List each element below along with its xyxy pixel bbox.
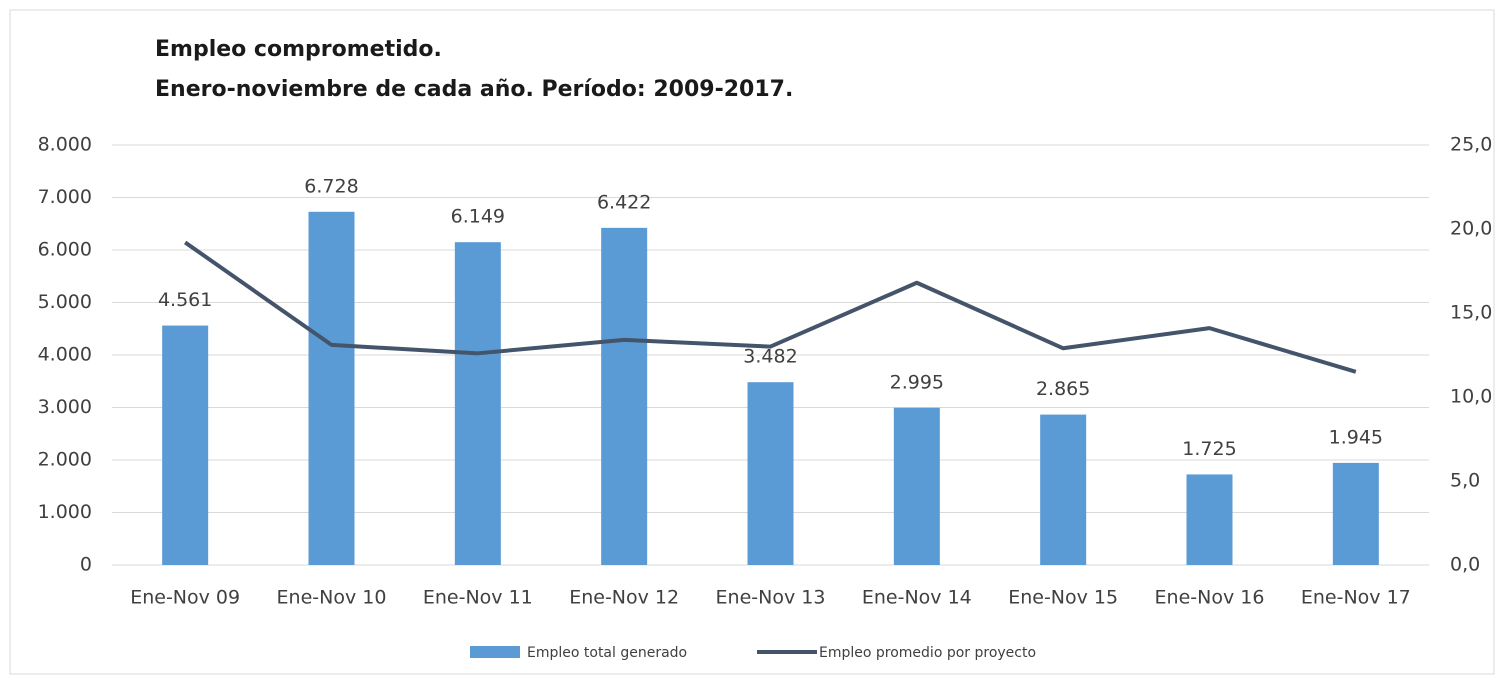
line	[184, 240, 1357, 374]
y2-tick-label: 10,0	[1450, 386, 1492, 408]
x-tick-label: Ene-Nov 09	[130, 587, 240, 609]
x-tick-label: Ene-Nov 13	[716, 587, 826, 609]
y-tick-label: 8.000	[38, 134, 92, 156]
chart-border	[9, 9, 1495, 675]
y-tick-label: 5.000	[38, 291, 92, 313]
data-label: 6.728	[304, 175, 358, 197]
x-tick-label: Ene-Nov 10	[277, 587, 387, 609]
chart-title: Empleo comprometido.	[155, 37, 442, 62]
bar	[747, 382, 794, 565]
legend-swatch	[470, 646, 520, 658]
data-label: 1.945	[1329, 426, 1383, 448]
y-tick-label: 7.000	[38, 186, 92, 208]
y2-tick-label: 5,0	[1450, 470, 1480, 492]
data-label: 3.482	[743, 346, 797, 368]
bar	[1332, 462, 1379, 565]
x-tick-label: Ene-Nov 17	[1301, 587, 1411, 609]
legend-label: Empleo promedio por proyecto	[819, 645, 1036, 661]
x-tick-label: Ene-Nov 11	[423, 587, 533, 609]
y2-tick-label: 20,0	[1450, 218, 1492, 240]
x-tick-label: Ene-Nov 14	[862, 587, 972, 609]
data-label: 4.561	[158, 289, 212, 311]
data-label: 2.995	[890, 371, 944, 393]
bar	[162, 325, 209, 565]
legend-label: Empleo total generado	[527, 645, 687, 661]
data-label: 6.149	[451, 206, 505, 228]
bar	[601, 227, 648, 565]
x-tick-label: Ene-Nov 12	[569, 587, 679, 609]
x-tick-label: Ene-Nov 15	[1008, 587, 1118, 609]
data-label: 6.422	[597, 191, 651, 213]
bar	[308, 211, 355, 565]
bar	[454, 242, 501, 566]
data-label: 2.865	[1036, 378, 1090, 400]
y-tick-label: 1.000	[38, 501, 92, 523]
y-tick-label: 2.000	[38, 449, 92, 471]
x-tick-label: Ene-Nov 16	[1155, 587, 1265, 609]
bar	[893, 407, 940, 565]
y-tick-label: 4.000	[38, 344, 92, 366]
y2-tick-label: 15,0	[1450, 302, 1492, 324]
bar	[1040, 414, 1087, 565]
y-tick-label: 0	[80, 554, 92, 576]
y-tick-label: 3.000	[38, 396, 92, 418]
y2-tick-label: 0,0	[1450, 554, 1480, 576]
y2-tick-label: 25,0	[1450, 134, 1492, 156]
bar	[1186, 474, 1233, 565]
y-tick-label: 6.000	[38, 239, 92, 261]
data-label: 1.725	[1182, 438, 1236, 460]
chart-subtitle: Enero-noviembre de cada año. Período: 20…	[155, 77, 793, 102]
